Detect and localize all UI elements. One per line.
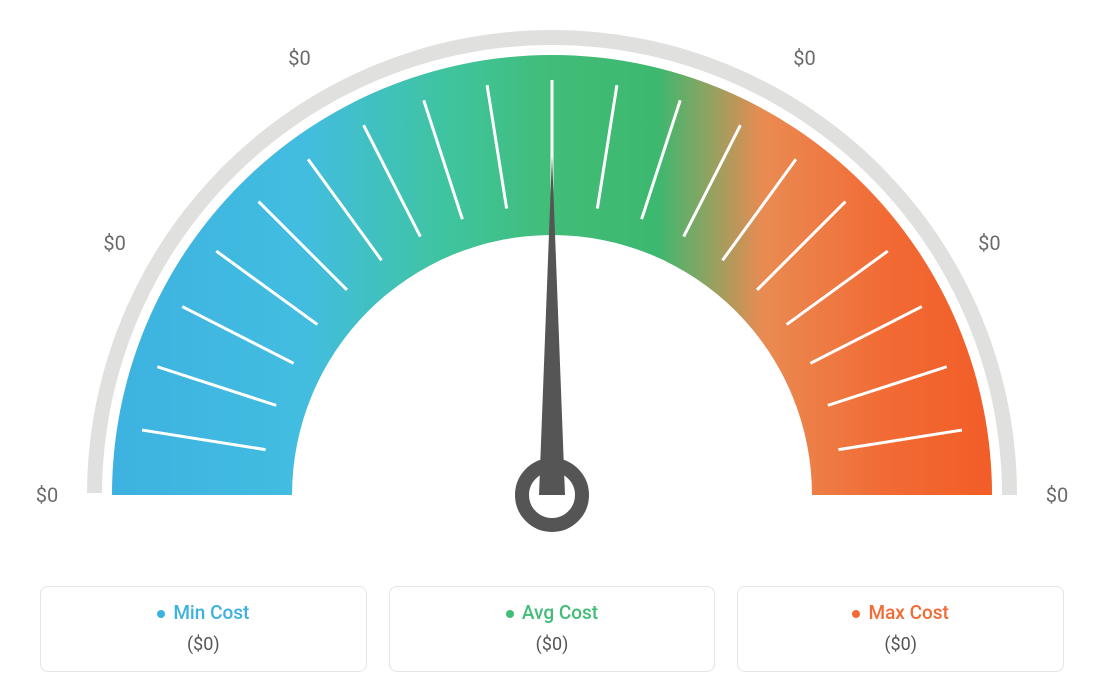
legend-title: Min Cost: [51, 601, 356, 624]
cost-gauge: $0 $0 $0 $0 $0 $0 $0: [0, 0, 1104, 560]
gauge-tick-label: $0: [36, 483, 58, 507]
legend-label: Avg Cost: [522, 601, 598, 624]
legend-label: Min Cost: [173, 601, 249, 624]
legend-row: Min Cost ($0) Avg Cost ($0) Max Cost ($0): [40, 586, 1064, 672]
gauge-tick-label: $0: [978, 231, 1000, 255]
legend-dot-icon: [157, 610, 165, 618]
legend-value: ($0): [51, 634, 356, 655]
gauge-tick-label: $0: [1046, 483, 1068, 507]
gauge-tick-label: $0: [793, 46, 815, 70]
legend-card: Min Cost ($0): [40, 586, 367, 672]
legend-dot-icon: [506, 610, 514, 618]
gauge-tick-label: $0: [541, 0, 563, 2]
legend-dot-icon: [852, 610, 860, 618]
legend-value: ($0): [748, 634, 1053, 655]
gauge-svg: [0, 0, 1104, 560]
legend-card: Avg Cost ($0): [389, 586, 716, 672]
gauge-tick-label: $0: [103, 231, 125, 255]
legend-value: ($0): [400, 634, 705, 655]
legend-card: Max Cost ($0): [737, 586, 1064, 672]
legend-title: Max Cost: [748, 601, 1053, 624]
legend-title: Avg Cost: [400, 601, 705, 624]
gauge-tick-label: $0: [288, 46, 310, 70]
legend-label: Max Cost: [868, 601, 948, 624]
